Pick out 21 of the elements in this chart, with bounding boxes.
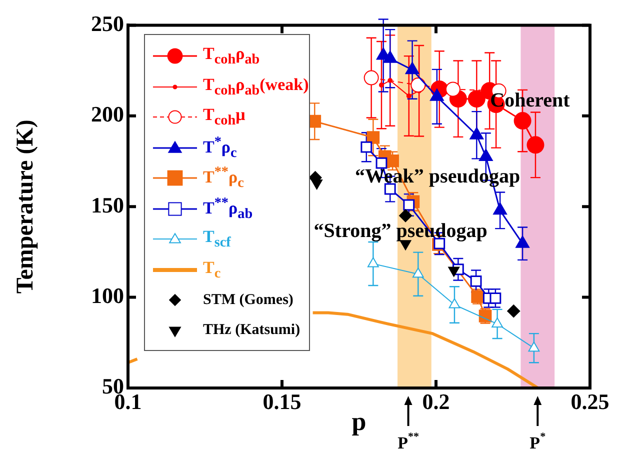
x-tick-label: 0.15 — [262, 388, 302, 414]
legend-label: T$^{*}$ρ$_{c}$ — [203, 134, 237, 162]
x-tick-label: 0.2 — [422, 388, 450, 414]
legend-label: T$_{scf}$ — [203, 227, 231, 252]
legend-label: THz (Katsumi) — [203, 322, 300, 340]
legend-label: T$^{**}$ρ$_{c}$ — [203, 164, 244, 192]
y-tick-label: 250 — [91, 10, 124, 36]
y-tick-label: 150 — [91, 192, 124, 218]
legend-label: T$_{coh}$ρ$_{ab}$(weak) — [203, 74, 309, 99]
y-tick-label: 200 — [91, 102, 124, 127]
legend-label: T$_{coh}$μ — [203, 105, 246, 130]
annotation: P* — [530, 431, 546, 452]
x-axis-title: p — [352, 407, 366, 436]
y-tick-label: 100 — [91, 282, 124, 308]
legend-label: STM (Gomes) — [203, 292, 294, 309]
y-axis-title: Temperature (K) — [12, 120, 39, 294]
x-tick-label: 0.25 — [570, 388, 610, 414]
legend-label: T$^{**}$ρ$_{ab}$ — [203, 194, 253, 223]
annotation: P** — [398, 431, 420, 452]
legend-label: T$_{coh}$ρ$_{ab}$ — [203, 44, 260, 68]
legend-label: T$_{c}$ — [203, 258, 221, 282]
